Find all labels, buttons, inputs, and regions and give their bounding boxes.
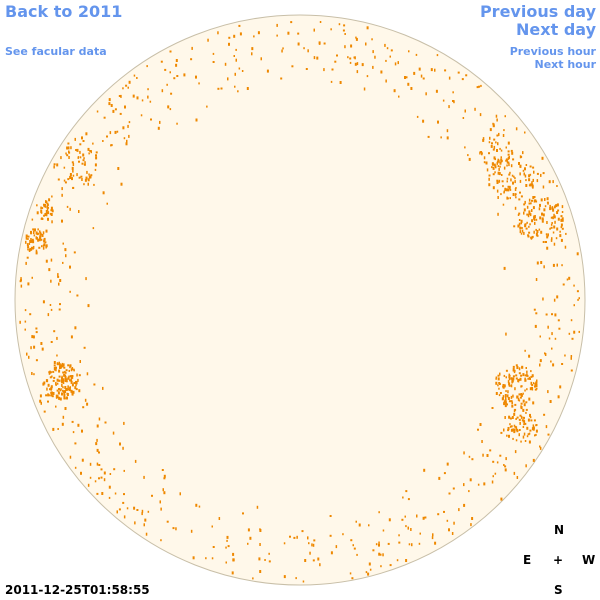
facular-points	[19, 21, 580, 583]
compass-center: +	[553, 553, 564, 567]
compass-north: N	[554, 523, 565, 537]
back-to-year-link[interactable]: Back to 2011	[5, 2, 123, 21]
next-day-link[interactable]: Next day	[516, 20, 596, 39]
compass-south: S	[554, 583, 563, 597]
compass-west: W	[582, 553, 596, 567]
previous-hour-link[interactable]: Previous hour	[509, 45, 596, 58]
solar-disk	[14, 14, 586, 586]
previous-day-link[interactable]: Previous day	[479, 2, 596, 21]
next-hour-link[interactable]: Next hour	[534, 58, 597, 71]
observation-timestamp: 2011-12-25T01:58:55	[5, 583, 150, 597]
compass-east: E	[523, 553, 532, 567]
see-facular-data-link[interactable]: See facular data	[5, 45, 107, 58]
